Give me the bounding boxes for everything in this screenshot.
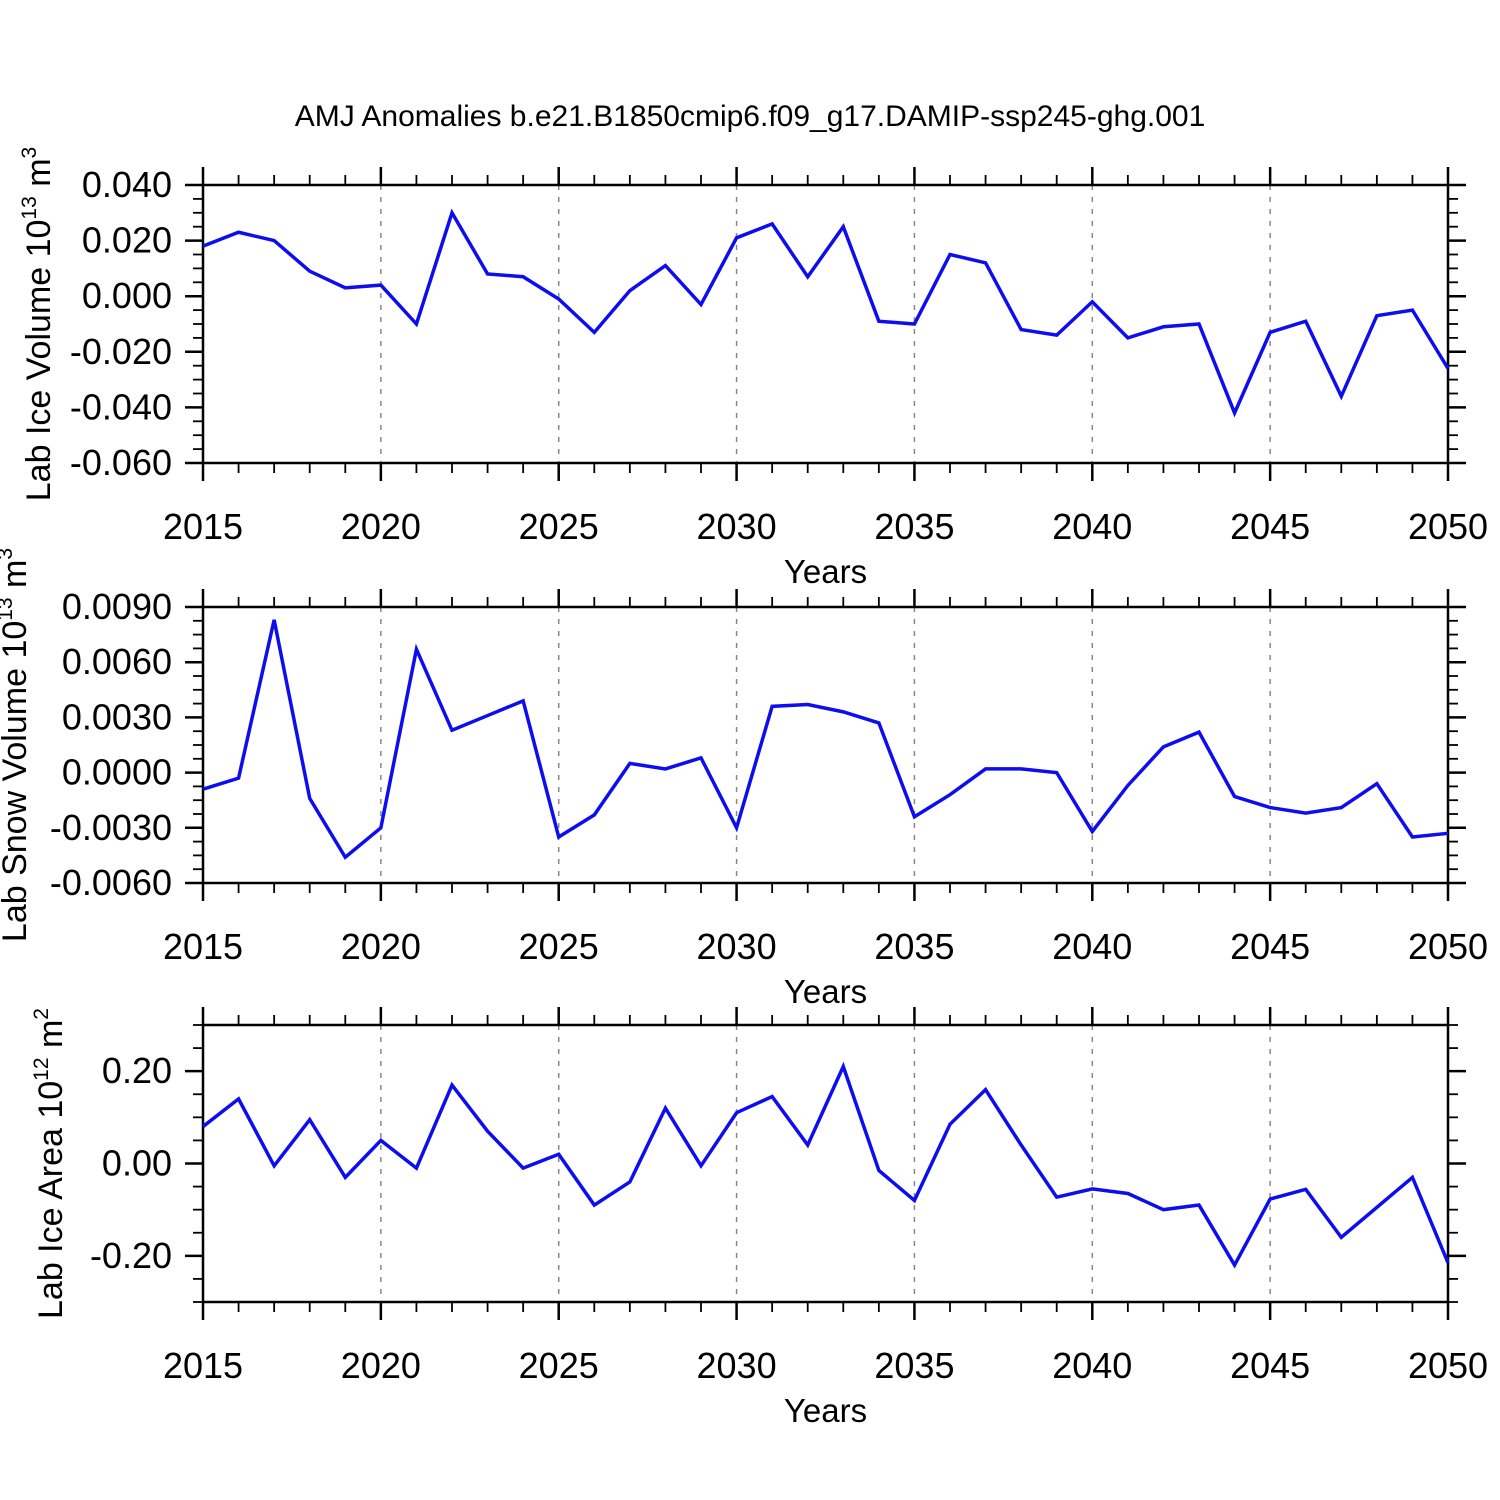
svg-text:2020: 2020 (341, 506, 421, 547)
svg-text:-0.020: -0.020 (70, 331, 172, 372)
plot-frame (201, 1023, 1450, 1304)
svg-text:2040: 2040 (1052, 926, 1132, 967)
series-line-lab-ice-area (201, 1061, 1450, 1269)
svg-text:0.0000: 0.0000 (62, 752, 172, 793)
y-axis-label: Lab Ice Area 1012 m2 (30, 1008, 70, 1319)
y-axis-ticks (185, 605, 1466, 885)
svg-text:2015: 2015 (163, 506, 243, 547)
x-axis-ticks (201, 167, 1450, 481)
svg-text:2030: 2030 (697, 926, 777, 967)
svg-text:2050: 2050 (1408, 1345, 1488, 1386)
svg-text:2025: 2025 (519, 1345, 599, 1386)
y-axis-ticks (185, 183, 1466, 465)
svg-text:2040: 2040 (1052, 1345, 1132, 1386)
plot-frame (201, 605, 1450, 885)
svg-text:2030: 2030 (697, 506, 777, 547)
svg-text:0.00: 0.00 (102, 1143, 172, 1184)
svg-text:2035: 2035 (874, 1345, 954, 1386)
x-axis-label: Years (784, 1392, 867, 1429)
x-axis-label: Years (784, 553, 867, 590)
y-tick-labels: 0.040 0.020 0.000 -0.020 -0.040 -0.060 (70, 164, 172, 483)
svg-text:0.000: 0.000 (82, 275, 172, 316)
svg-text:2035: 2035 (874, 506, 954, 547)
svg-text:2050: 2050 (1408, 926, 1488, 967)
y-axis-ticks (185, 1024, 1466, 1303)
svg-text:2045: 2045 (1230, 1345, 1310, 1386)
x-tick-labels: 2015 2020 2025 2030 2035 2040 2045 2050 (163, 926, 1488, 967)
y-axis-label: Lab Snow Volume 1013 m3 (0, 548, 34, 942)
x-axis-ticks (201, 1007, 1450, 1320)
y-tick-labels: 0.20 0.00 -0.20 (90, 1050, 172, 1276)
x-axis-ticks (201, 589, 1450, 901)
svg-text:-0.0060: -0.0060 (50, 862, 172, 903)
svg-text:0.20: 0.20 (102, 1050, 172, 1091)
svg-text:2025: 2025 (519, 926, 599, 967)
svg-text:-0.060: -0.060 (70, 442, 172, 483)
svg-text:2035: 2035 (874, 926, 954, 967)
y-axis-label: Lab Ice Volume 1013 m3 (18, 147, 58, 501)
svg-text:-0.20: -0.20 (90, 1235, 172, 1276)
svg-text:-0.040: -0.040 (70, 386, 172, 427)
svg-text:2030: 2030 (697, 1345, 777, 1386)
svg-text:2025: 2025 (519, 506, 599, 547)
x-axis-label: Years (784, 973, 867, 1010)
plot-lab-ice-volume: 2015 2020 2025 2030 2035 2040 2045 20500.0400.0… (18, 147, 1488, 590)
y-tick-labels: 0.0090 0.0060 0.0030 0.0000 -0.0030 -0.0060 (50, 586, 172, 903)
gridlines (380, 1025, 1271, 1302)
svg-text:2015: 2015 (163, 1345, 243, 1386)
svg-text:2015: 2015 (163, 926, 243, 967)
svg-text:0.0090: 0.0090 (62, 586, 172, 627)
svg-text:0.020: 0.020 (82, 220, 172, 261)
svg-text:2045: 2045 (1230, 926, 1310, 967)
plot-lab-ice-area: 2015 2020 2025 2030 2035 2040 2045 2050 0.20 0.00… (30, 1007, 1488, 1429)
gridlines (380, 607, 1271, 883)
svg-text:2050: 2050 (1408, 506, 1488, 547)
svg-text:2040: 2040 (1052, 506, 1132, 547)
plot-lab-snow-volume: 2015 2020 2025 2030 2035 2040 2045 20500.00900.… (0, 548, 1488, 1010)
svg-text:-0.0030: -0.0030 (50, 807, 172, 848)
svg-text:2020: 2020 (341, 926, 421, 967)
plot-frame (201, 183, 1450, 465)
gridlines (380, 185, 1271, 463)
svg-text:2020: 2020 (341, 1345, 421, 1386)
chart-title: AMJ Anomalies b.e21.B1850cmip6.f09_g17.D… (294, 100, 1206, 133)
x-tick-labels: 2015 2020 2025 2030 2035 2040 2045 2050 (163, 1345, 1488, 1386)
series-line-lab-snow-volume (202, 619, 1449, 860)
series-line-lab-ice-volume (202, 208, 1450, 418)
svg-text:0.0060: 0.0060 (62, 641, 172, 682)
svg-text:0.0030: 0.0030 (62, 696, 172, 737)
x-tick-labels: 2015 2020 2025 2030 2035 2040 2045 2050 (163, 506, 1488, 547)
svg-text:2045: 2045 (1230, 506, 1310, 547)
svg-text:0.040: 0.040 (82, 164, 172, 205)
